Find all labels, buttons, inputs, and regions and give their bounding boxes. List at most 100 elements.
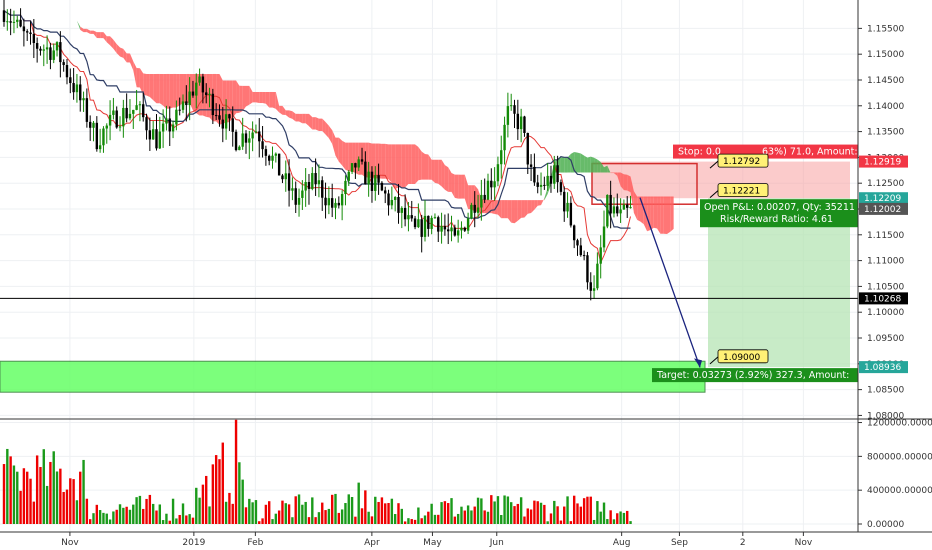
volume-bar: [19, 490, 22, 524]
cloud-segment-bear: [116, 44, 121, 57]
time-tick-label: Nov: [61, 538, 79, 548]
candle-body: [261, 141, 264, 150]
candle-body: [559, 182, 563, 192]
cloud-segment-bear: [637, 196, 641, 222]
volume-pane: [2, 419, 632, 524]
volume-bar: [79, 471, 82, 524]
price-tick-label: 1.11500: [867, 231, 904, 241]
cloud-segment-bear: [517, 200, 522, 221]
cloud-segment-bear: [236, 80, 240, 114]
volume-bar: [108, 519, 112, 524]
cloud-segment-bear: [657, 196, 661, 234]
cloud-segment-bear: [302, 113, 306, 124]
cloud-segment-bear: [226, 80, 230, 123]
cloud-segment-bear: [216, 73, 220, 125]
cloud-segment-bear: [541, 198, 545, 206]
volume-bar: [55, 471, 59, 524]
cloud-segment-bear: [269, 91, 273, 108]
cloud-segment-bear: [83, 28, 87, 33]
callout-value: 1.09000: [723, 353, 760, 363]
cloud-segment-bear: [86, 28, 91, 34]
cloud-segment-bear: [342, 140, 346, 170]
callout-value: 1.12221: [723, 187, 760, 197]
candle-body: [155, 129, 158, 149]
volume-bar: [616, 513, 619, 524]
volume-bar: [599, 511, 602, 524]
cloud-segment-bear: [497, 200, 502, 219]
volume-bar: [470, 510, 473, 524]
candle-body: [268, 155, 271, 161]
candle-body: [284, 173, 287, 180]
volume-bar: [407, 518, 410, 524]
cloud-segment-bear: [411, 144, 416, 184]
cloud-segment-bear: [259, 91, 263, 104]
candle-body: [533, 166, 536, 183]
tenkan-sen-line: [3, 10, 631, 265]
volume-bar: [549, 513, 553, 524]
projection-arrow-head: [694, 358, 702, 368]
cloud-segment-bear: [511, 200, 515, 224]
support-zone: [0, 360, 706, 393]
candle-body: [274, 153, 278, 156]
candle-body: [460, 227, 463, 231]
cloud-segment-bear: [222, 80, 227, 124]
candle-body: [553, 165, 556, 184]
price-tick-label: 1.10500: [867, 282, 904, 292]
candle-body: [307, 182, 311, 189]
volume-bar: [221, 442, 224, 524]
cloud-segment-bear: [103, 32, 107, 43]
cloud-segment-bear: [448, 167, 452, 192]
volume-bar: [513, 506, 516, 524]
callout-box: [717, 349, 769, 364]
candle-body: [115, 110, 118, 128]
cloud-segment-bear: [537, 200, 542, 206]
candle-body: [440, 226, 443, 232]
cloud-segment-bear: [279, 105, 283, 115]
volume-bar: [132, 504, 135, 524]
cloud-segment-bear: [100, 32, 104, 39]
candle-body: [606, 194, 609, 227]
volume-bar: [364, 490, 367, 524]
volume-bar: [602, 502, 606, 524]
volume-bar: [476, 497, 480, 524]
cloud-segment-bear: [318, 118, 323, 131]
volume-bar: [340, 509, 344, 524]
cloud-segment-bear: [206, 73, 210, 118]
cloud-segment-bear: [405, 144, 409, 188]
risk-reward-label: Risk/Reward Ratio: 4.61: [720, 214, 833, 225]
volume-bar: [181, 503, 185, 524]
candle-body: [602, 226, 606, 248]
candle-body: [473, 204, 476, 213]
price-tick-label: 1.08500: [867, 386, 904, 396]
volume-bar: [384, 503, 387, 524]
candle-body: [297, 197, 301, 205]
volume-bar: [596, 501, 599, 524]
candle-body: [171, 124, 175, 132]
volume-bar: [82, 459, 85, 524]
volume-bar: [185, 515, 188, 524]
volume-bar: [493, 501, 496, 524]
candle-body: [311, 173, 314, 189]
volume-bar: [387, 503, 390, 524]
volume-bar: [195, 487, 198, 524]
cloud-segment-bull: [597, 159, 601, 173]
cloud-segment-bear: [620, 172, 624, 191]
candle-body: [98, 145, 102, 150]
cloud-segment-bear: [375, 143, 379, 179]
cloud-segment-bear: [239, 85, 243, 113]
cloud-segment-bear: [653, 196, 658, 229]
volume-bar: [410, 519, 413, 524]
volume-bar: [135, 497, 138, 524]
candle-body: [523, 116, 526, 133]
candle-body: [420, 219, 423, 237]
price-tick-label: 1.08000: [867, 411, 904, 421]
volume-bar: [49, 461, 52, 524]
volume-bar: [576, 503, 579, 524]
candle-body: [254, 131, 258, 133]
candle-body: [128, 113, 132, 119]
volume-bar: [606, 519, 609, 524]
candle-body: [317, 180, 321, 185]
candle-body: [387, 193, 390, 206]
volume-bar: [380, 497, 384, 524]
